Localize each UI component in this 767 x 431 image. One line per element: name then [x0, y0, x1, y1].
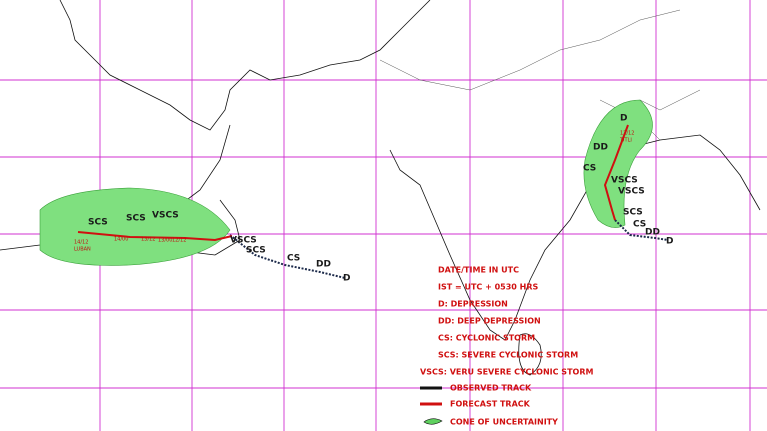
cone-titli: [583, 99, 653, 228]
legend-text: CONE OF UNCERTAINITY: [450, 418, 558, 427]
legend-text: FORECAST TRACK: [450, 400, 531, 409]
storm-name: LUBAN: [74, 247, 91, 253]
intensity-label: VSCS: [152, 211, 179, 221]
cone-luban: [39, 187, 231, 266]
intensity-label: VSCS: [618, 187, 645, 197]
intensity-label: D: [343, 274, 350, 284]
storm-name: TITLI: [619, 138, 632, 144]
time-label: 13/12: [141, 237, 155, 243]
legend-text: IST = UTC + 0530 HRS: [438, 283, 538, 292]
intensity-label: CS: [583, 164, 596, 174]
time-label: 14/12: [74, 240, 88, 246]
luban-labels: SCS SCS VSCS VSCS SCS CS DD D LUBAN 14/1…: [74, 211, 350, 284]
intensity-label: SCS: [88, 218, 108, 228]
legend-text: VSCS: VERU SEVERE CYCLONIC STORM: [420, 368, 593, 377]
intensity-label: SCS: [246, 246, 266, 256]
legend-text: DATE/TIME IN UTC: [438, 266, 519, 275]
time-label: 13/00: [158, 238, 172, 244]
intensity-label: VSCS: [611, 176, 638, 186]
intensity-label: VSCS: [230, 236, 257, 246]
intensity-label: CS: [287, 254, 300, 264]
intensity-label: D: [666, 237, 673, 247]
intensity-label: D: [620, 114, 627, 124]
intensity-label: DD: [645, 228, 660, 238]
legend-text: DD: DEEP DEPRESSION: [438, 317, 541, 326]
intensity-label: SCS: [623, 208, 643, 218]
intensity-label: SCS: [126, 214, 146, 224]
forecast-track-titli: [603, 124, 629, 221]
cone-symbol: [423, 418, 443, 425]
intensity-label: DD: [593, 143, 608, 153]
observed-track-titli: [614, 219, 669, 241]
forecast-track-luban: [77, 231, 233, 242]
time-label: 12/12: [620, 131, 634, 137]
legend-text: D: DEPRESSION: [438, 300, 508, 309]
legend-text: SCS: SEVERE CYCLONIC STORM: [438, 351, 578, 360]
intensity-label: DD: [316, 260, 331, 270]
intensity-label: CS: [633, 220, 646, 230]
legend-text: CS: CYCLONIC STORM: [438, 334, 535, 343]
legend-text: OBSERVED TRACK: [450, 384, 532, 393]
titli-labels: D DD CS VSCS VSCS SCS CS DD D TITLI 12/1…: [583, 114, 673, 247]
observed-track-luban: [229, 234, 346, 279]
time-label: 14/00: [114, 237, 128, 243]
legend: DATE/TIME IN UTC IST = UTC + 0530 HRS D:…: [420, 266, 593, 427]
time-label: 12/12: [172, 238, 186, 244]
